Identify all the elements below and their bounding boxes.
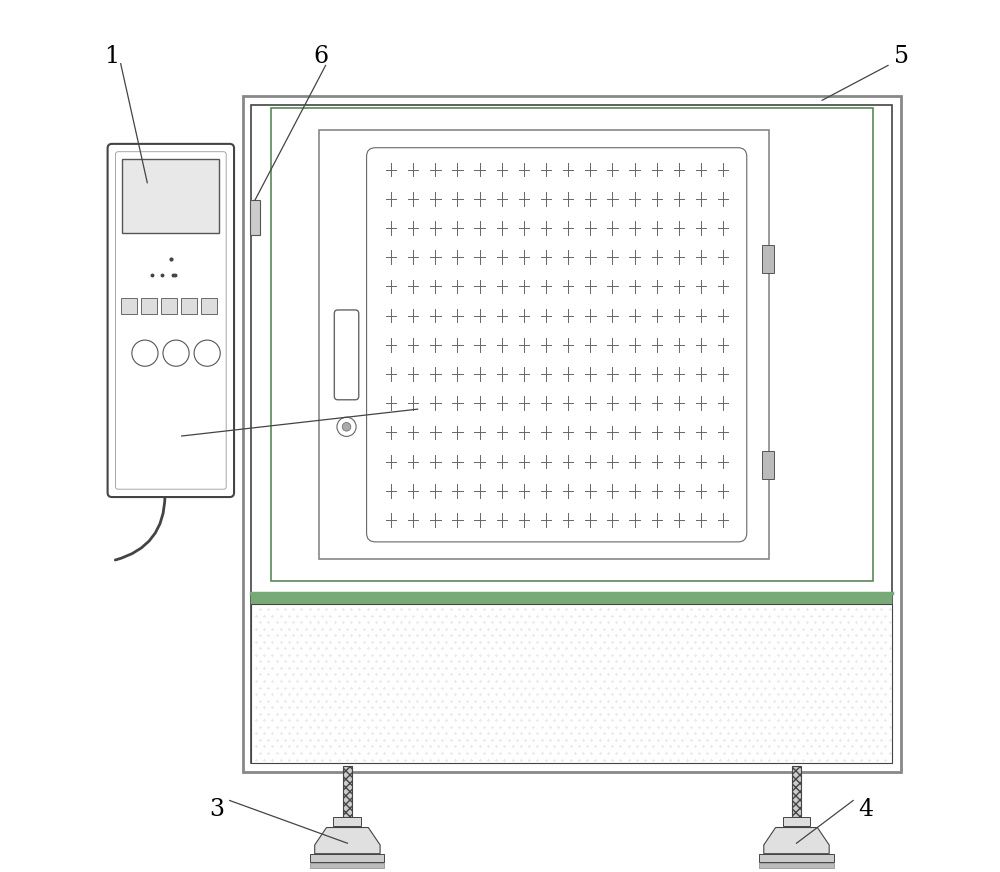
Circle shape	[337, 417, 356, 436]
Bar	[243, 96, 901, 772]
Text: 5: 5	[894, 45, 909, 68]
Bar	[251, 604, 892, 763]
Bar	[762, 245, 774, 273]
Text: 1: 1	[104, 45, 120, 68]
Bar	[251, 105, 892, 763]
FancyBboxPatch shape	[334, 310, 359, 399]
Circle shape	[342, 423, 351, 431]
Bar	[783, 817, 810, 826]
Bar	[310, 854, 384, 862]
Bar	[251, 593, 892, 604]
Text: 3: 3	[209, 798, 224, 821]
Bar	[333, 817, 361, 826]
Text: 6: 6	[314, 45, 329, 68]
Bar	[792, 766, 801, 817]
FancyBboxPatch shape	[108, 144, 234, 497]
Text: 2: 2	[157, 433, 172, 456]
Circle shape	[194, 340, 220, 366]
Bar	[250, 201, 260, 235]
Bar	[161, 298, 177, 314]
Bar	[759, 863, 834, 868]
Bar	[271, 108, 873, 581]
Bar	[759, 854, 834, 862]
Bar	[181, 298, 197, 314]
Bar	[122, 159, 219, 233]
Bar	[310, 863, 384, 868]
Bar	[762, 451, 774, 479]
Bar	[141, 298, 157, 314]
Bar	[201, 298, 217, 314]
Circle shape	[132, 340, 158, 366]
Bar	[343, 766, 352, 817]
Polygon shape	[764, 828, 829, 854]
Bar	[319, 130, 769, 559]
Bar	[121, 298, 137, 314]
Polygon shape	[315, 828, 380, 854]
FancyBboxPatch shape	[367, 147, 747, 542]
Circle shape	[163, 340, 189, 366]
Text: 4: 4	[859, 798, 874, 821]
